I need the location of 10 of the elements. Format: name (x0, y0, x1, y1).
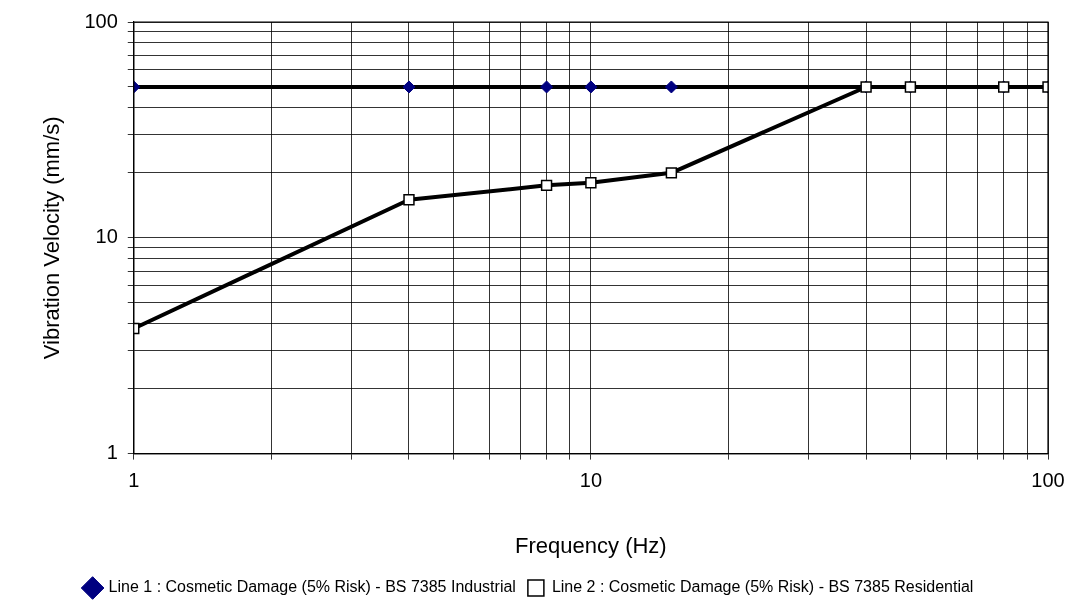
y-tick-label: 10 (95, 225, 118, 248)
y-tick-label: 1 (106, 441, 118, 464)
legend-label: Line 1 : Cosmetic Damage (5% Risk) - BS 7385 Industrial (108, 578, 516, 596)
x-axis-title: Frequency (Hz) (515, 532, 667, 558)
y-axis-title: Vibration Velocity (mm/s) (39, 116, 65, 360)
legend-label: Line 2 : Cosmetic Damage (5% Risk) - BS 7385 Residential (551, 578, 974, 596)
x-tick-label: 1 (128, 469, 140, 492)
x-tick-label: 100 (1031, 469, 1065, 492)
y-tick-label: 100 (84, 9, 118, 32)
x-tick-label: 10 (579, 469, 603, 492)
